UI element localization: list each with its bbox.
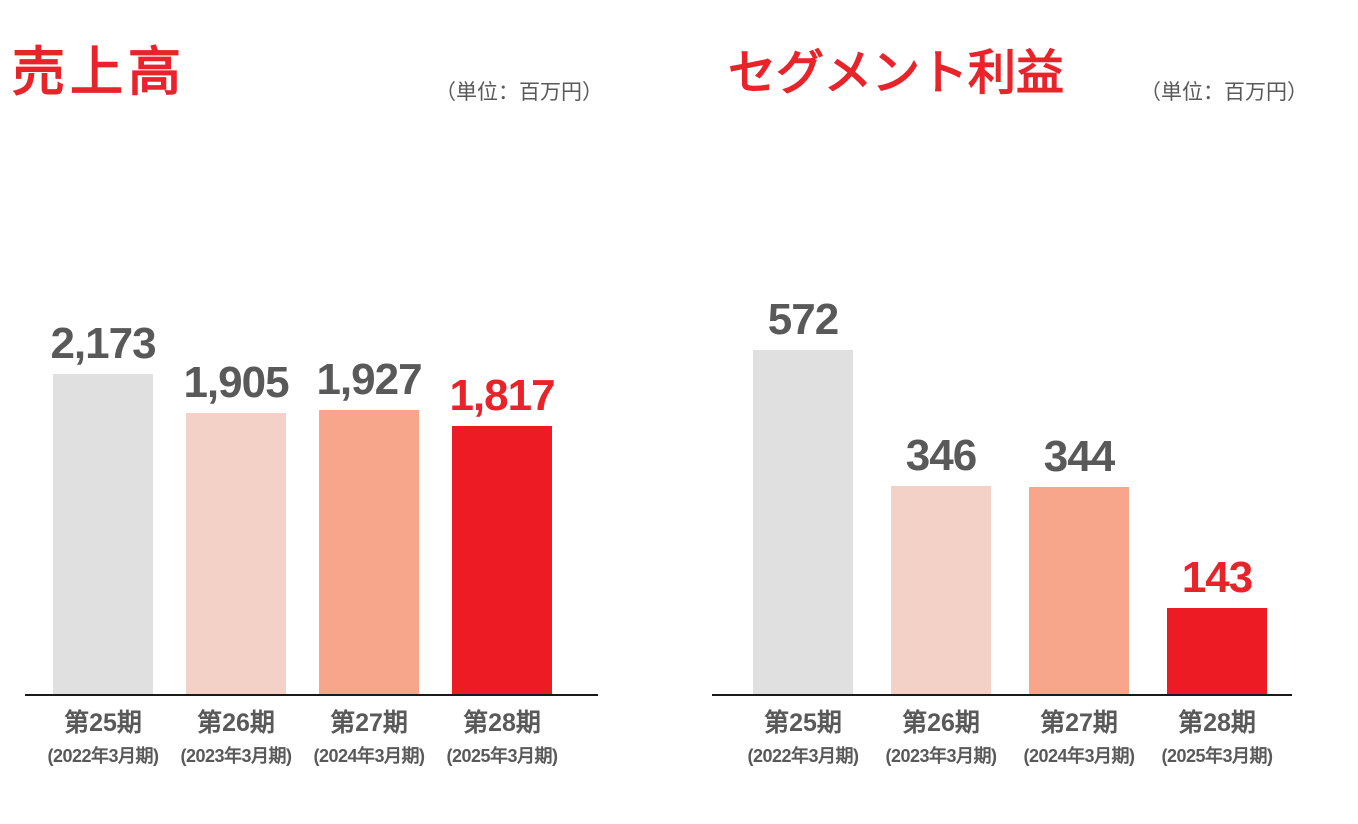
bar-value-label: 344 bbox=[1043, 432, 1115, 481]
tick-fiscal-year-label: (2022年3月期) bbox=[747, 746, 859, 766]
bar-value-label: 1,905 bbox=[183, 358, 289, 407]
tick-period-label: 第28期 bbox=[1178, 709, 1256, 737]
sales-chart-title: 売上高 bbox=[12, 43, 186, 102]
tick-fiscal-year-label: (2025年3月期) bbox=[1161, 746, 1273, 766]
x-axis-tick-label: 第25期 (2022年3月期) bbox=[703, 708, 903, 768]
segment-profit-plot-area: 572 第25期 (2022年3月期) 346 第26期 (2023年3月期) 344 第27… bbox=[712, 0, 1352, 824]
x-axis-tick-label: 第25期 (2022年3月期) bbox=[3, 708, 203, 768]
bar bbox=[753, 350, 853, 694]
bar bbox=[1167, 608, 1267, 694]
tick-fiscal-year-label: (2022年3月期) bbox=[47, 746, 159, 766]
tick-period-label: 第27期 bbox=[1040, 709, 1118, 737]
x-axis-tick-label: 第28期 (2025年3月期) bbox=[1117, 708, 1317, 768]
bar bbox=[186, 413, 286, 694]
bar bbox=[1029, 487, 1129, 694]
tick-period-label: 第28期 bbox=[463, 709, 541, 737]
tick-period-label: 第26期 bbox=[902, 709, 980, 737]
tick-fiscal-year-label: (2025年3月期) bbox=[446, 746, 558, 766]
tick-period-label: 第27期 bbox=[330, 709, 408, 737]
sales-chart: 売上高 （単位：百万円） 2,173 第25期 (2022年3月期) 1,905 第26… bbox=[12, 0, 635, 824]
bar-value-label: 1,927 bbox=[316, 355, 422, 404]
bar bbox=[53, 374, 153, 694]
bar-value-label: 346 bbox=[905, 431, 977, 480]
bar bbox=[452, 426, 552, 694]
x-axis-tick-label: 第27期 (2024年3月期) bbox=[979, 708, 1179, 768]
bar-value-label: 143 bbox=[1181, 553, 1253, 602]
sales-unit-label: （単位：百万円） bbox=[435, 81, 603, 104]
x-axis-tick-label: 第28期 (2025年3月期) bbox=[402, 708, 602, 768]
tick-period-label: 第25期 bbox=[64, 709, 142, 737]
bar bbox=[319, 410, 419, 694]
tick-fiscal-year-label: (2024年3月期) bbox=[313, 746, 425, 766]
segment-profit-chart-title: セグメント利益 bbox=[728, 47, 1065, 100]
bar-value-label: 2,173 bbox=[50, 319, 156, 368]
x-axis-tick-label: 第26期 (2023年3月期) bbox=[136, 708, 336, 768]
tick-period-label: 第25期 bbox=[764, 709, 842, 737]
segment-profit-unit-label: （単位：百万円） bbox=[1140, 81, 1308, 104]
segment-profit-chart: セグメント利益 （単位：百万円） 572 第25期 (2022年3月期) 346 第26… bbox=[712, 0, 1352, 824]
x-axis-tick-label: 第27期 (2024年3月期) bbox=[269, 708, 469, 768]
bar-value-label: 1,817 bbox=[449, 371, 555, 420]
tick-period-label: 第26期 bbox=[197, 709, 275, 737]
tick-fiscal-year-label: (2023年3月期) bbox=[180, 746, 292, 766]
tick-fiscal-year-label: (2024年3月期) bbox=[1023, 746, 1135, 766]
x-axis-tick-label: 第26期 (2023年3月期) bbox=[841, 708, 1041, 768]
segment-profit-x-axis-line bbox=[712, 694, 1292, 696]
sales-x-axis-line bbox=[25, 694, 598, 696]
bar-value-label: 572 bbox=[767, 295, 839, 344]
sales-plot-area: 2,173 第25期 (2022年3月期) 1,905 第26期 (2023年3月期) 1,… bbox=[25, 0, 635, 824]
tick-fiscal-year-label: (2023年3月期) bbox=[885, 746, 997, 766]
bar bbox=[891, 486, 991, 694]
